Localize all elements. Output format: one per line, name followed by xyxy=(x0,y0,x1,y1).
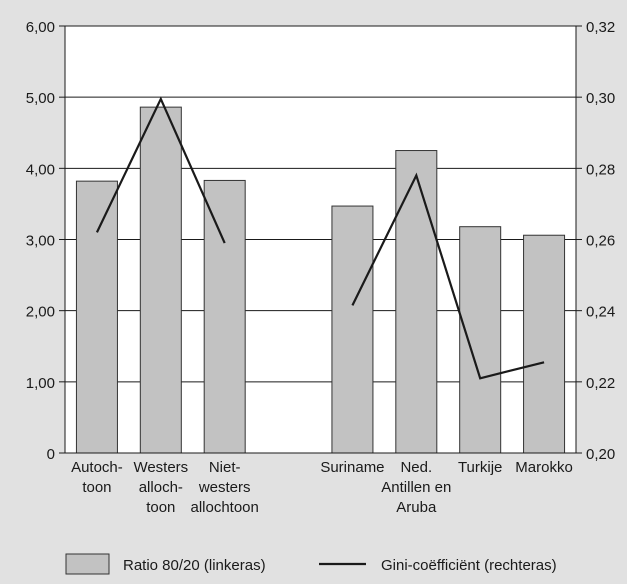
bar xyxy=(203,179,246,454)
y-left-tick-label: 5,00 xyxy=(26,90,55,107)
y-left-tick-label: 0 xyxy=(47,446,55,463)
x-tick-label: Turkije xyxy=(458,459,502,476)
x-tick-label: Antillen en xyxy=(381,479,451,496)
bar xyxy=(395,150,438,454)
y-right-tick-label: 0,24 xyxy=(586,304,615,321)
x-tick-label: toon xyxy=(146,499,175,516)
y-left-tick-label: 1,00 xyxy=(26,375,55,392)
y-right-tick-label: 0,22 xyxy=(586,375,615,392)
x-tick-label: Aruba xyxy=(396,499,437,516)
y-left-tick-label: 6,00 xyxy=(26,19,55,36)
bar xyxy=(139,106,182,454)
y-right-tick-label: 0,20 xyxy=(586,446,615,463)
legend-bar-label: Ratio 80/20 (linkeras) xyxy=(123,557,266,574)
y-right-tick-label: 0,26 xyxy=(586,233,615,250)
x-tick-label: Autoch- xyxy=(71,459,123,476)
bar xyxy=(331,205,374,454)
x-tick-label: Marokko xyxy=(515,459,573,476)
gini-line xyxy=(351,172,545,380)
x-tick-label: allochtoon xyxy=(190,499,258,516)
x-tick-label: Westers xyxy=(133,459,188,476)
gini-line xyxy=(95,96,226,244)
x-tick-label: Ned. xyxy=(400,459,432,476)
y-right-tick-label: 0,28 xyxy=(586,161,615,178)
x-tick-label: Suriname xyxy=(320,459,384,476)
y-left-tick-label: 4,00 xyxy=(26,161,55,178)
y-left-tick-label: 3,00 xyxy=(26,233,55,250)
x-tick-label: westers xyxy=(198,479,251,496)
legend-bar-swatch xyxy=(65,553,110,575)
bar xyxy=(523,234,566,454)
bar xyxy=(75,180,118,454)
x-tick-label: alloch- xyxy=(139,479,183,496)
legend-line-label: Gini-coëfficiënt (rechteras) xyxy=(381,557,557,574)
y-right-tick-label: 0,30 xyxy=(586,90,615,107)
bar xyxy=(459,226,502,454)
y-left-tick-label: 2,00 xyxy=(26,304,55,321)
x-tick-label: toon xyxy=(82,479,111,496)
y-right-tick-label: 0,32 xyxy=(586,19,615,36)
x-tick-label: Niet- xyxy=(209,459,241,476)
